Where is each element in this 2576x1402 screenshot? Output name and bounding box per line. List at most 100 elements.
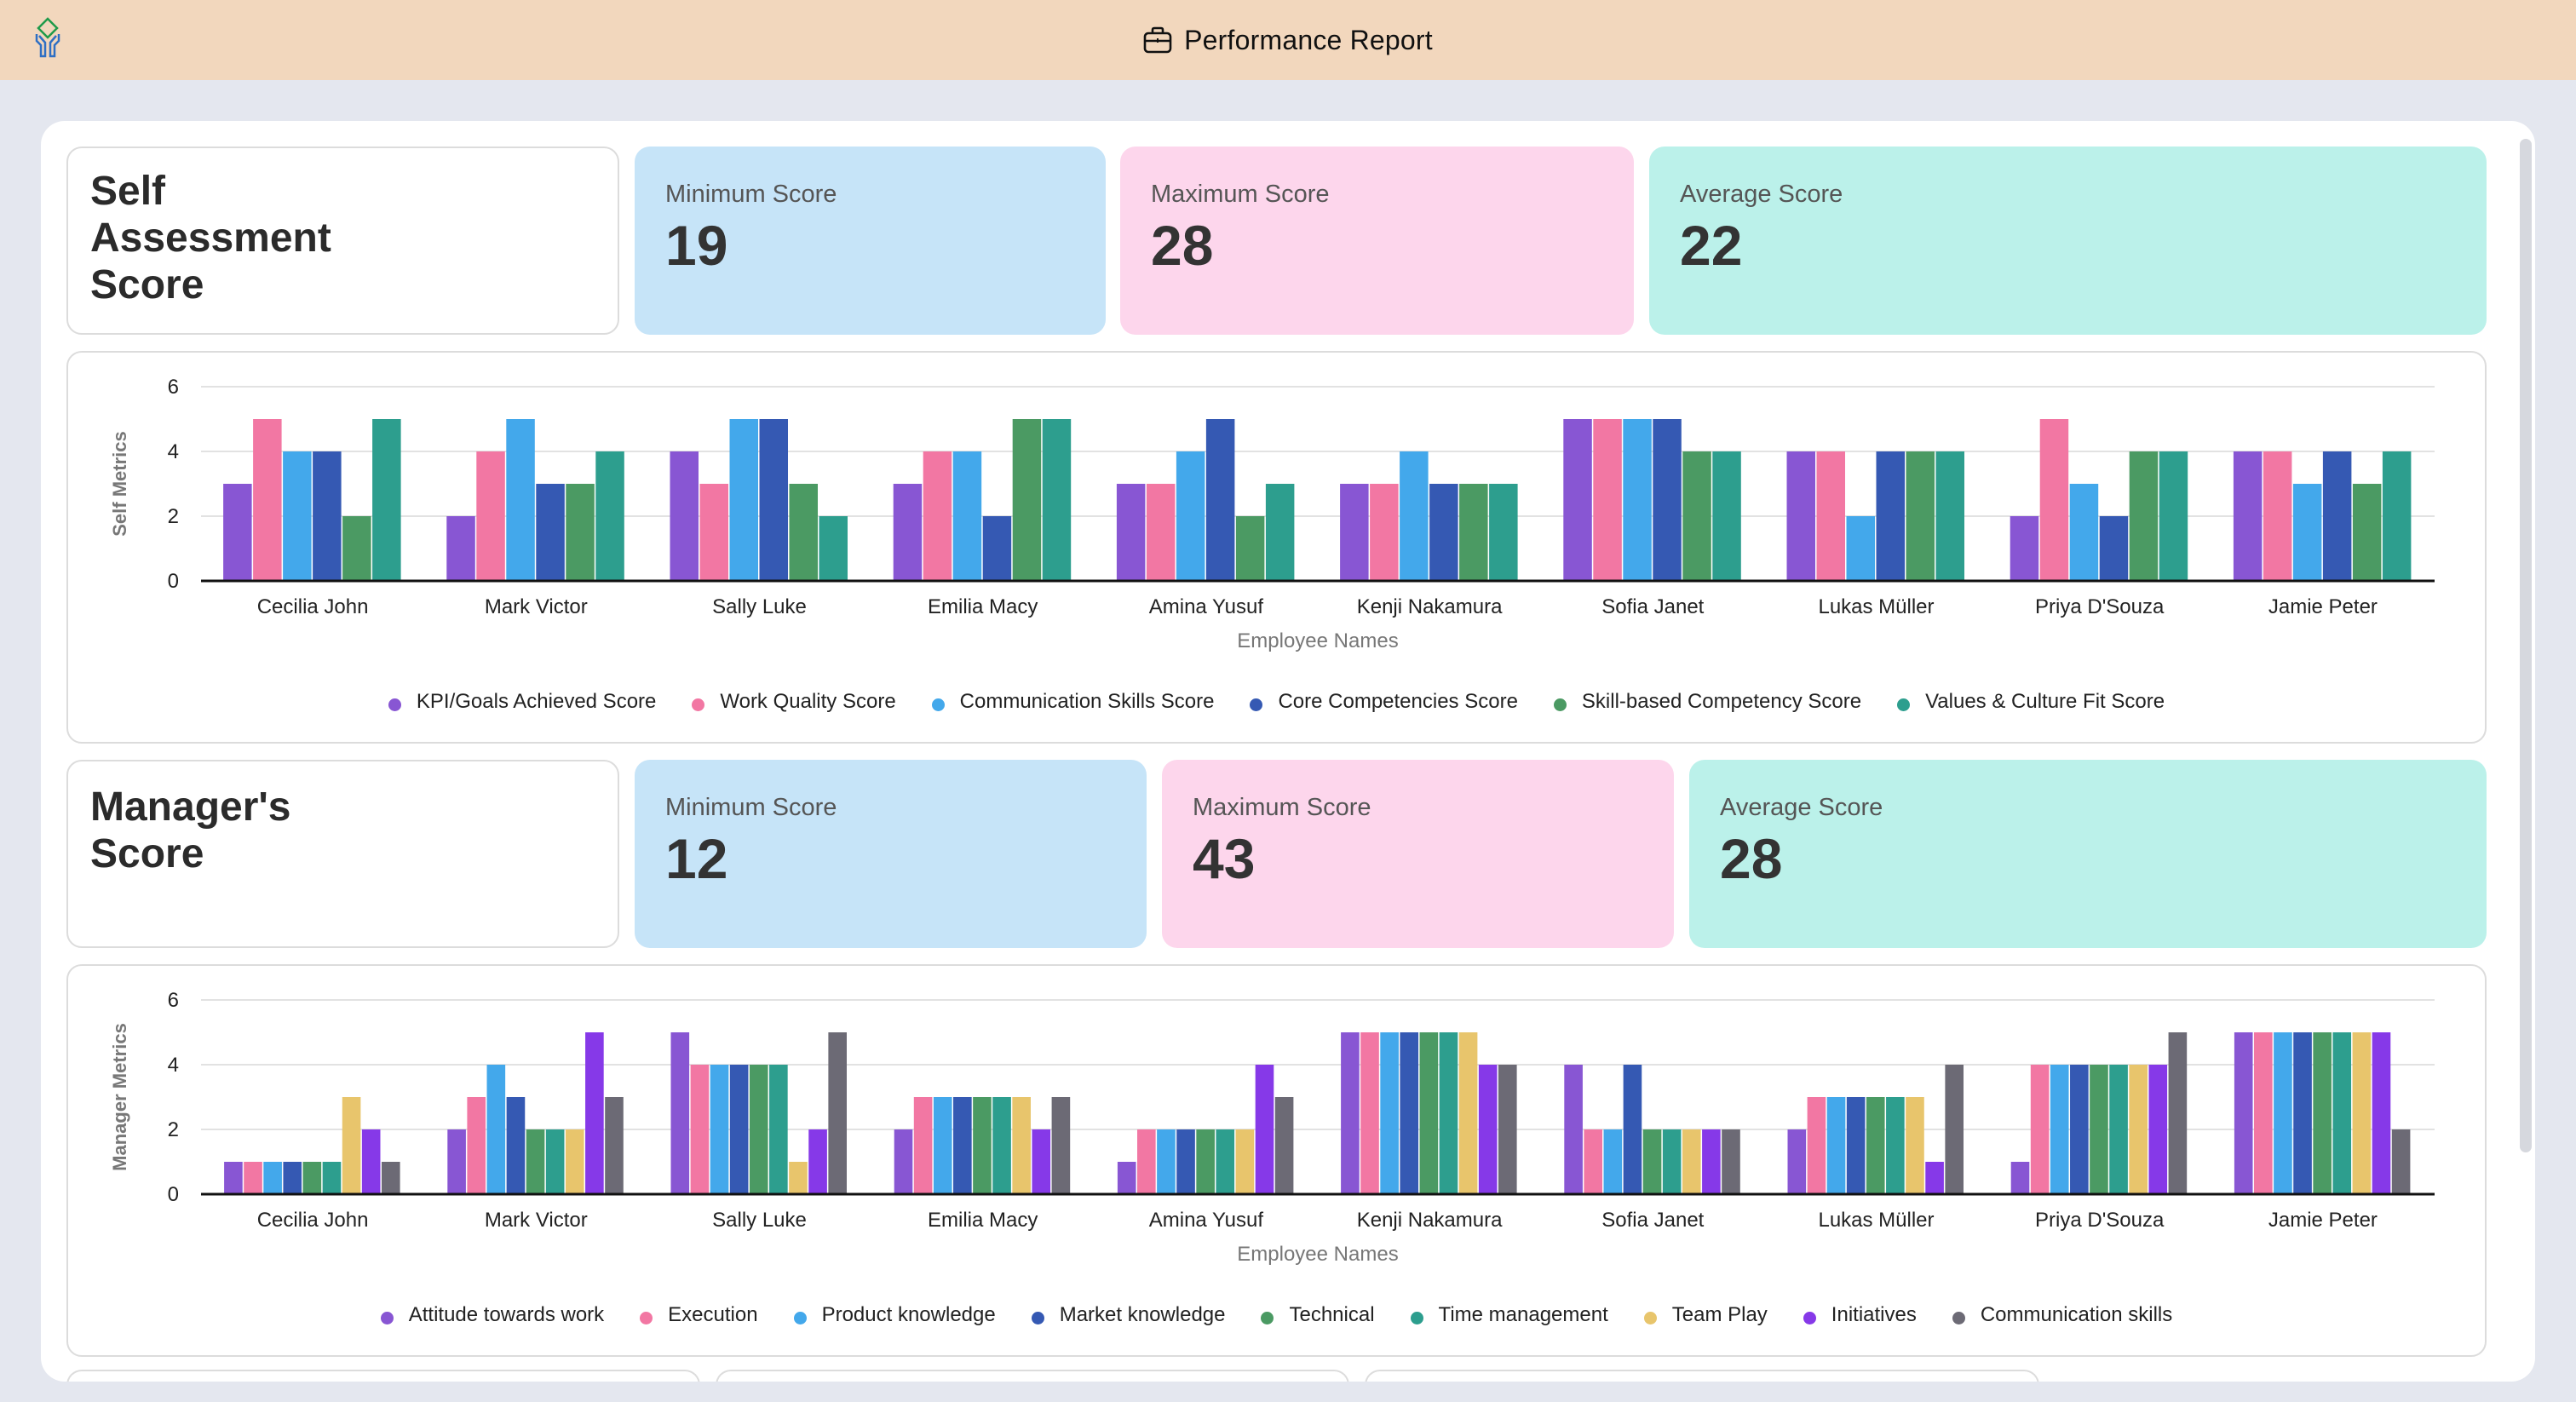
legend-label: Execution bbox=[668, 1303, 758, 1326]
x-category-label: Emilia Macy bbox=[928, 1209, 1038, 1232]
bar-team-play bbox=[1458, 1032, 1478, 1194]
self-metrics-legend: KPI/Goals Achieved Score Work Quality Sco… bbox=[68, 690, 2485, 714]
x-category-label: Amina Yusuf bbox=[1149, 1209, 1264, 1232]
legend-item[interactable]: Core Competencies Score bbox=[1250, 690, 1518, 714]
legend-dot-icon bbox=[640, 1311, 653, 1324]
bar-skill-based-competency-score bbox=[789, 484, 818, 581]
x-category-label: Lukas Müller bbox=[1818, 595, 1934, 618]
self-metrics-chart: 0 2 4 6 Cecilia John Mark Victor Sally Luke Emi… bbox=[109, 376, 2435, 652]
bar-communication-skills bbox=[2168, 1032, 2188, 1194]
y-axis-title: Self Metrics bbox=[109, 431, 130, 537]
bar-initiatives bbox=[2148, 1065, 2168, 1194]
bar-values-culture-fit-score bbox=[372, 419, 401, 581]
bar-market-knowledge bbox=[953, 1097, 972, 1194]
bar-technical bbox=[1196, 1129, 1215, 1194]
stat-label: Maximum Score bbox=[1193, 794, 1371, 821]
bar-skill-based-competency-score bbox=[566, 484, 595, 581]
bar-execution bbox=[244, 1162, 262, 1194]
bar-team-play bbox=[1682, 1129, 1701, 1194]
bar-values-culture-fit-score bbox=[2159, 451, 2188, 581]
bar-communication-skills bbox=[1722, 1129, 1740, 1194]
bar-execution bbox=[2254, 1032, 2273, 1194]
bar-technical bbox=[1419, 1032, 1439, 1194]
stat-value: 43 bbox=[1193, 827, 1256, 890]
bar-communication-skills bbox=[381, 1162, 400, 1194]
legend-item[interactable]: Communication skills bbox=[1952, 1303, 2172, 1327]
legend-label: Core Competencies Score bbox=[1278, 690, 1518, 713]
bar-communication-skills-score bbox=[1400, 451, 1429, 581]
legend-item[interactable]: Skill-based Competency Score bbox=[1553, 690, 1861, 714]
bar-core-competencies-score bbox=[1429, 484, 1458, 581]
bar-skill-based-competency-score bbox=[1012, 419, 1042, 581]
legend-item[interactable]: Work Quality Score bbox=[692, 690, 896, 714]
self-title-line-3: Score bbox=[90, 262, 204, 307]
logo-icon[interactable] bbox=[29, 17, 66, 60]
x-axis-title: Employee Names bbox=[1237, 629, 1398, 652]
bar-communication-skills-score bbox=[2292, 484, 2322, 581]
bar-work-quality-score bbox=[253, 419, 282, 581]
stat-label: Average Score bbox=[1720, 794, 1883, 821]
bar-initiatives bbox=[361, 1129, 381, 1194]
legend-item[interactable]: KPI/Goals Achieved Score bbox=[388, 690, 656, 714]
bar-team-play bbox=[1012, 1097, 1031, 1194]
legend-item[interactable]: Values & Culture Fit Score bbox=[1897, 690, 2165, 714]
x-category-label: Jamie Peter bbox=[2268, 595, 2378, 618]
bar-values-culture-fit-score bbox=[1712, 451, 1741, 581]
self-title-line-1: Self bbox=[90, 169, 166, 214]
bar-product-knowledge bbox=[933, 1097, 952, 1194]
bar-market-knowledge bbox=[2070, 1065, 2089, 1194]
legend-dot-icon bbox=[1643, 1311, 1657, 1324]
legend-item[interactable]: Team Play bbox=[1643, 1303, 1768, 1327]
bar-initiatives bbox=[1032, 1129, 1051, 1194]
bar-core-competencies-score bbox=[2099, 516, 2129, 581]
legend-item[interactable]: Initiatives bbox=[1803, 1303, 1917, 1327]
legend-item[interactable]: Execution bbox=[640, 1303, 758, 1327]
page-bottom-margin bbox=[0, 1382, 2576, 1402]
y-tick-label: 6 bbox=[168, 376, 179, 399]
bar-communication-skills-score bbox=[729, 419, 758, 581]
manager-score-title-card: Manager's Score bbox=[66, 760, 619, 948]
bar-attitude-towards-work bbox=[1787, 1129, 1807, 1194]
y-tick-label: 4 bbox=[168, 440, 179, 463]
self-title-line-2: Assessment bbox=[90, 215, 331, 261]
bar-core-competencies-score bbox=[1205, 419, 1235, 581]
bar-product-knowledge bbox=[263, 1162, 282, 1194]
x-category-label: Mark Victor bbox=[485, 1209, 588, 1232]
bar-time-management bbox=[769, 1065, 788, 1194]
x-category-label: Kenji Nakamura bbox=[1357, 1209, 1503, 1232]
self-metrics-chart-card: 0 2 4 6 Cecilia John Mark Victor Sally Luke Emi… bbox=[66, 351, 2487, 744]
vertical-scrollbar[interactable] bbox=[2520, 139, 2532, 1152]
bar-execution bbox=[1137, 1129, 1156, 1194]
bar-team-play bbox=[2352, 1032, 2372, 1194]
bar-communication-skills bbox=[2391, 1129, 2411, 1194]
bar-initiatives bbox=[808, 1129, 827, 1194]
x-category-label: Sally Luke bbox=[712, 595, 807, 618]
y-tick-label: 0 bbox=[168, 570, 179, 593]
bar-attitude-towards-work bbox=[1341, 1032, 1360, 1194]
x-category-label: Cecilia John bbox=[257, 1209, 369, 1232]
bar-core-competencies-score bbox=[982, 516, 1012, 581]
legend-dot-icon bbox=[1553, 698, 1567, 711]
bar-skill-based-competency-score bbox=[2352, 484, 2382, 581]
bar-kpi-goals-achieved-score bbox=[223, 484, 252, 581]
bar-kpi-goals-achieved-score bbox=[446, 516, 475, 581]
bar-execution bbox=[1584, 1129, 1603, 1194]
bar-team-play bbox=[565, 1129, 584, 1194]
legend-item[interactable]: Attitude towards work bbox=[380, 1303, 605, 1327]
manager-metrics-chart: 0 2 4 6 Cecilia John Mark Victor Sally Luke Emi… bbox=[109, 989, 2435, 1266]
legend-item[interactable]: Time management bbox=[1410, 1303, 1608, 1327]
legend-item[interactable]: Technical bbox=[1261, 1303, 1375, 1327]
bar-attitude-towards-work bbox=[224, 1162, 243, 1194]
legend-label: KPI/Goals Achieved Score bbox=[416, 690, 657, 713]
legend-item[interactable]: Market knowledge bbox=[1031, 1303, 1225, 1327]
bar-attitude-towards-work bbox=[2010, 1162, 2030, 1194]
bar-attitude-towards-work bbox=[894, 1129, 913, 1194]
legend-label: Attitude towards work bbox=[408, 1303, 605, 1326]
bar-attitude-towards-work bbox=[447, 1129, 466, 1194]
bar-execution bbox=[2030, 1065, 2050, 1194]
legend-item[interactable]: Communication Skills Score bbox=[931, 690, 1214, 714]
legend-item[interactable]: Product knowledge bbox=[793, 1303, 996, 1327]
bar-product-knowledge bbox=[1157, 1129, 1176, 1194]
legend-dot-icon bbox=[1952, 1311, 1965, 1324]
stat-value: 22 bbox=[1680, 214, 1743, 277]
